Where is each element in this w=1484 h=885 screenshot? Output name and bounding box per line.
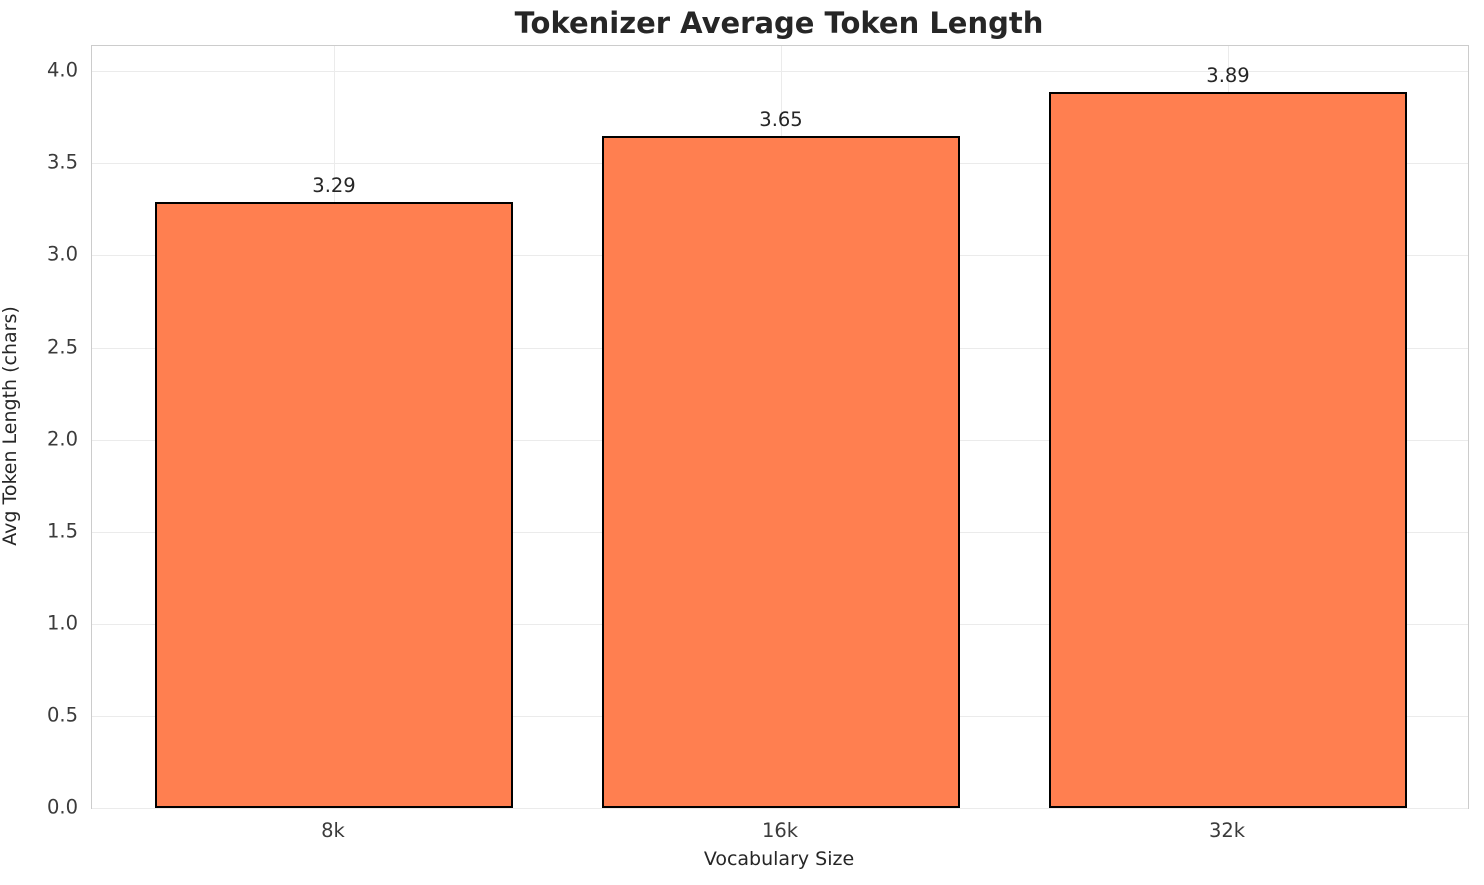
chart-title: Tokenizer Average Token Length	[514, 6, 1044, 40]
y-tick-label: 2.5	[46, 335, 78, 359]
x-tick-label-8k: 8k	[321, 819, 345, 842]
y-tick-label: 1.0	[46, 611, 78, 635]
y-tick-label: 2.0	[46, 427, 78, 451]
bar-value-label: 3.29	[312, 174, 356, 198]
x-axis-title: Vocabulary Size	[703, 848, 855, 870]
gridline-horizontal	[92, 71, 1468, 73]
bar-value-label: 3.89	[1206, 63, 1250, 87]
y-tick-label: 4.0	[46, 58, 78, 82]
y-tick-label: 1.5	[46, 519, 78, 543]
y-tick-label: 0.0	[46, 795, 78, 819]
y-tick-label: 3.0	[46, 242, 78, 266]
y-axis-title: Avg Token Length (chars)	[0, 306, 21, 546]
plot-area: 3.29 3.65 3.89	[91, 45, 1469, 809]
gridline-horizontal	[92, 808, 1468, 809]
y-tick-label: 0.5	[46, 703, 78, 727]
bar-16k	[602, 135, 960, 808]
x-tick-label-16k: 16k	[761, 819, 799, 842]
bar-32k	[1049, 91, 1407, 808]
bar-value-label: 3.65	[759, 107, 803, 131]
x-tick-label-32k: 32k	[1208, 819, 1246, 842]
bar-8k	[155, 202, 513, 808]
y-tick-label: 3.5	[46, 150, 78, 174]
